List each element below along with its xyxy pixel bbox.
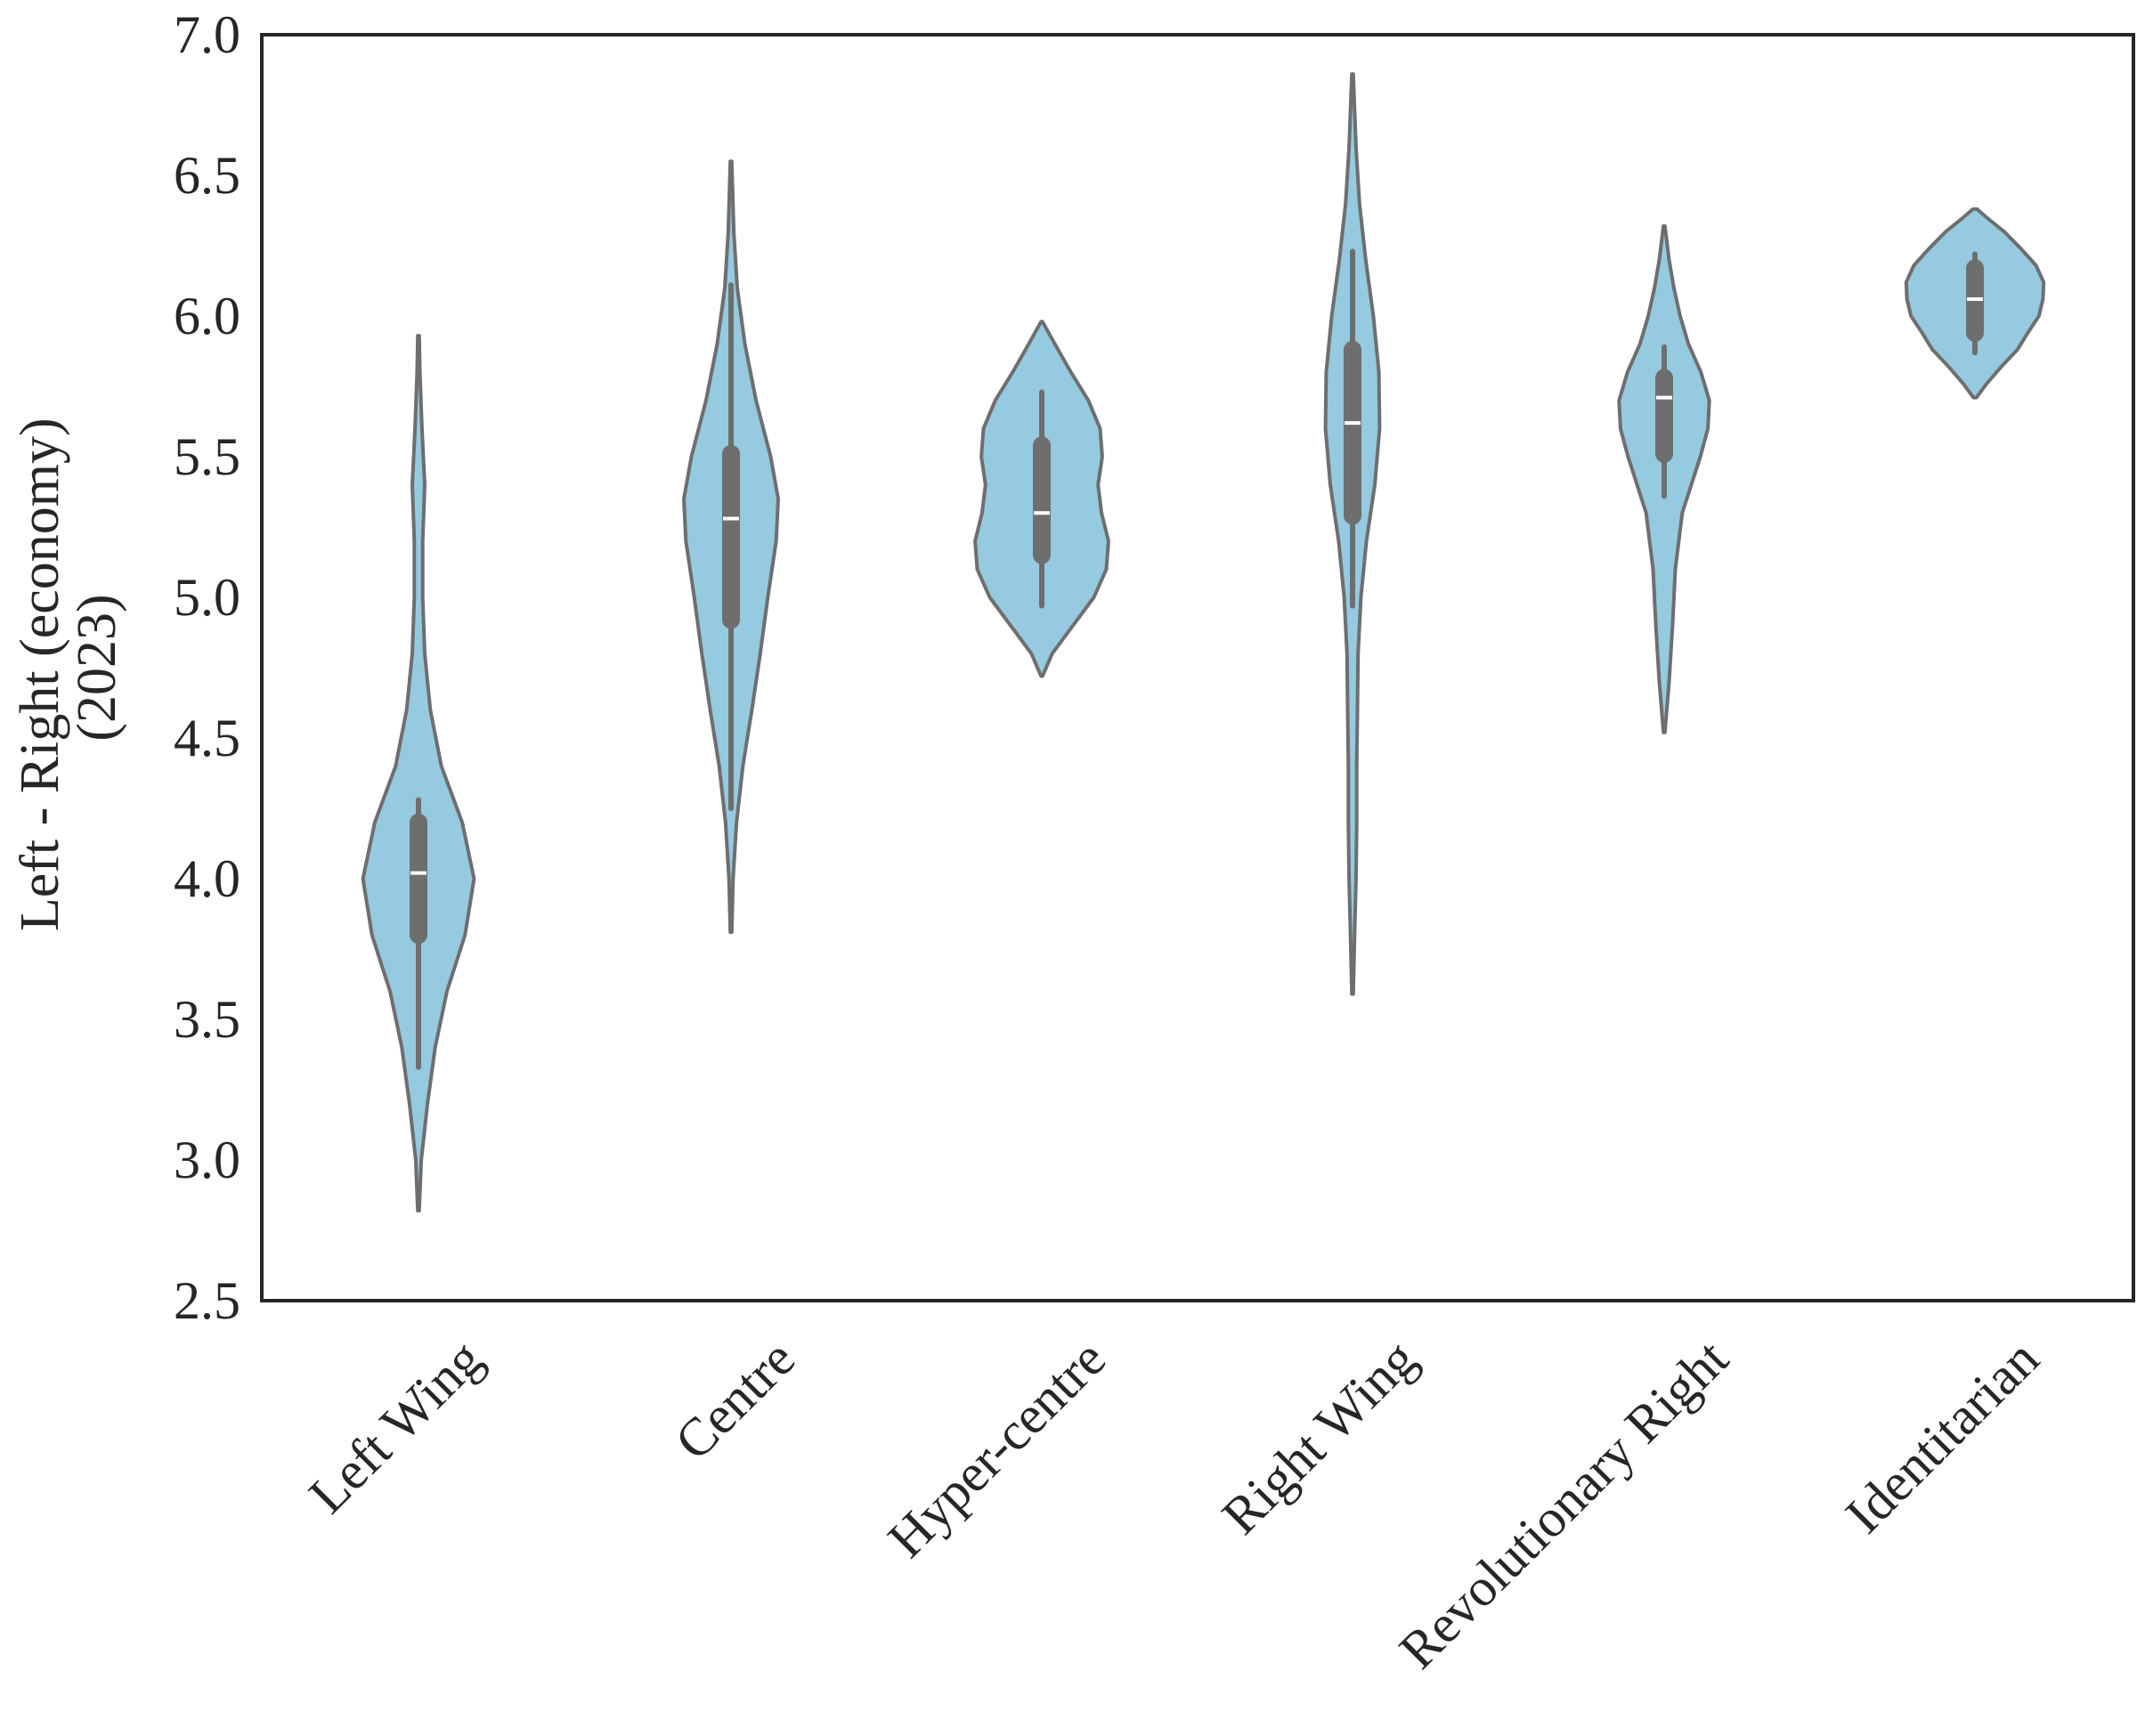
y-tick-label: 4.5 <box>174 709 240 767</box>
y-tick-labels: 2.5 3.0 3.5 4.0 4.5 5.0 5.5 6.0 6.5 7.0 <box>174 5 240 1330</box>
x-category-label: Right Wing <box>1211 1329 1427 1545</box>
x-tick-labels: Left Wing Centre Hyper-centre Right WingRev… <box>297 1328 2050 1680</box>
x-category-label: Identitarian <box>1834 1329 2050 1545</box>
y-tick-label: 4.0 <box>174 849 240 908</box>
x-category-label: Hyper-centre <box>877 1329 1117 1570</box>
x-category-label: Revolutionary Right <box>1388 1328 1740 1680</box>
y-axis-title-line-2: (2023) <box>67 594 127 741</box>
violins-layer <box>361 72 2046 1213</box>
violin-group <box>361 334 476 1213</box>
x-category-label: Centre <box>663 1329 806 1472</box>
plot-frame <box>260 33 2135 1302</box>
y-tick-label: 2.5 <box>174 1271 240 1330</box>
y-tick-label: 7.0 <box>174 5 240 64</box>
y-axis-title: Left - Right (economy) (2023) <box>10 404 127 931</box>
x-category-label: Left Wing <box>297 1329 493 1525</box>
y-tick-label: 5.0 <box>174 568 240 627</box>
violin-body <box>361 334 476 1213</box>
y-axis-title-line-1: Left - Right (economy) <box>10 418 70 931</box>
violin-group <box>1323 72 1382 996</box>
y-tick-label: 6.0 <box>174 287 240 345</box>
violin-group <box>682 159 780 934</box>
y-tick-label: 5.5 <box>174 427 240 486</box>
y-tick-label: 6.5 <box>174 146 240 205</box>
y-tick-label: 3.0 <box>174 1131 240 1189</box>
y-tick-label: 3.5 <box>174 990 240 1049</box>
violin-group <box>973 320 1110 678</box>
violin-group <box>1617 223 1711 734</box>
violin-group <box>1904 207 2046 400</box>
